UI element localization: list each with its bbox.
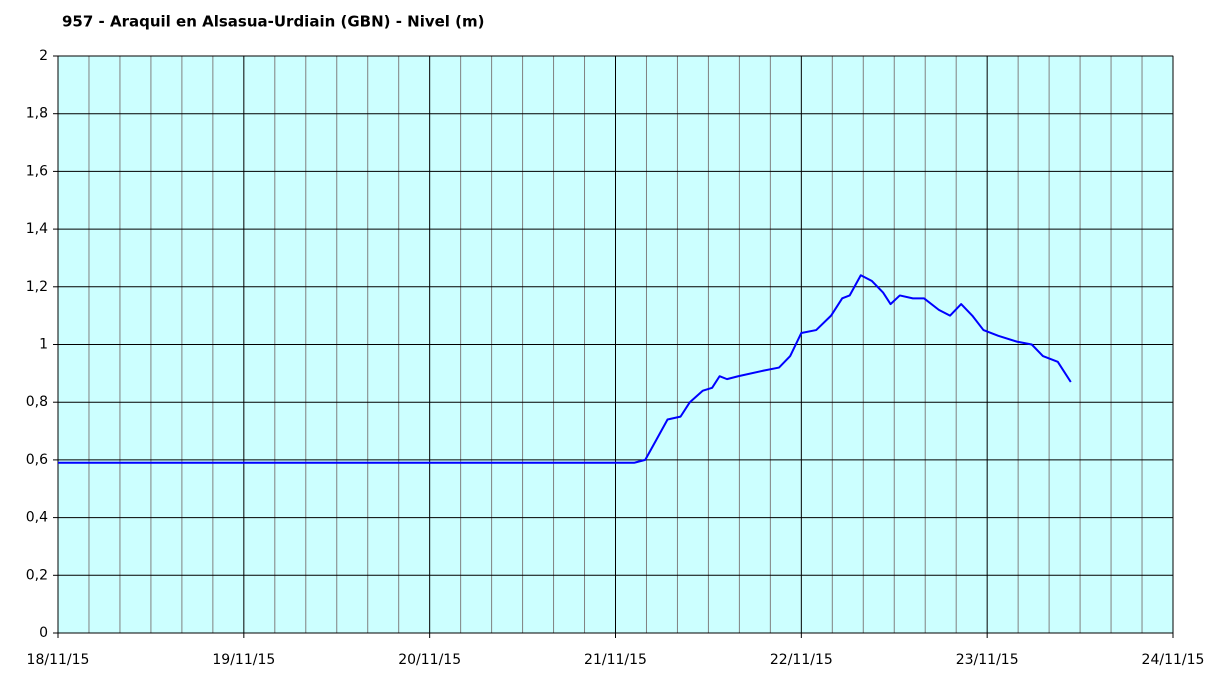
x-tick-label: 20/11/15	[398, 652, 461, 668]
y-tick-label: 1,4	[26, 221, 48, 237]
x-tick-label: 22/11/15	[770, 652, 833, 668]
y-tick-label: 2	[39, 48, 48, 64]
x-tick-label: 21/11/15	[584, 652, 647, 668]
y-tick-label: 1,2	[26, 279, 48, 295]
chart-title: 957 - Araquil en Alsasua-Urdiain (GBN) -…	[62, 13, 485, 31]
x-tick-label: 24/11/15	[1142, 652, 1205, 668]
x-tick-label: 19/11/15	[212, 652, 275, 668]
x-tick-label: 23/11/15	[956, 652, 1019, 668]
y-tick-label: 0,2	[26, 567, 48, 583]
y-tick-label: 0,8	[26, 394, 48, 410]
y-tick-label: 0,6	[26, 452, 48, 468]
y-tick-label: 0,4	[26, 510, 48, 526]
y-tick-label: 1,6	[26, 163, 48, 179]
x-tick-label: 18/11/15	[27, 652, 90, 668]
y-tick-label: 1,8	[26, 106, 48, 122]
y-tick-label: 1	[39, 337, 48, 353]
y-tick-label: 0	[39, 625, 48, 641]
data-line	[58, 274, 1072, 464]
